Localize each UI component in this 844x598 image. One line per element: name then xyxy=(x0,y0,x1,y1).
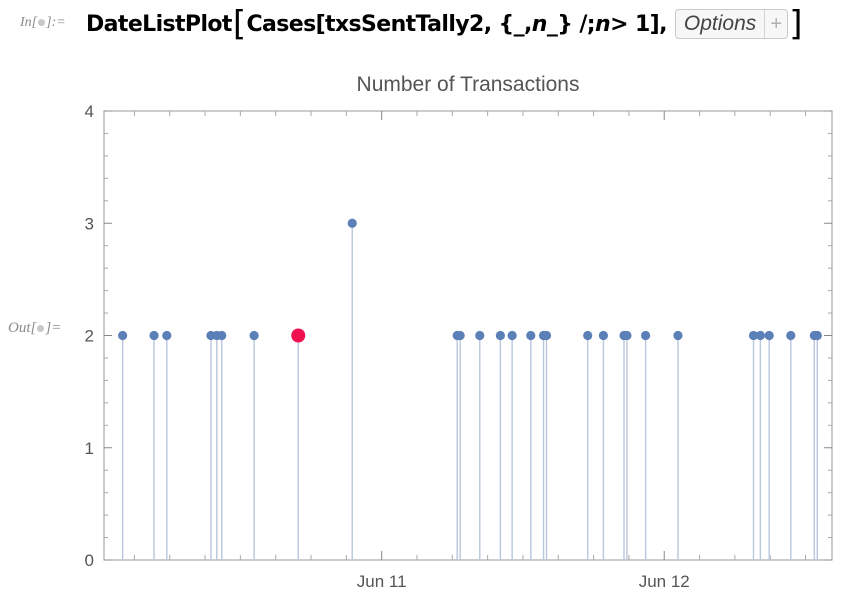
y-tick-label: 0 xyxy=(85,551,94,570)
y-tick-label: 4 xyxy=(85,102,94,121)
plus-icon[interactable]: + xyxy=(764,10,787,38)
open-bracket: [ xyxy=(232,4,246,44)
data-point xyxy=(347,218,357,228)
cell-dot-icon-out xyxy=(37,325,45,333)
output-cell-label: Out[]= xyxy=(8,320,62,336)
data-point xyxy=(786,330,796,341)
function-name: DateListPlot xyxy=(86,11,232,37)
data-point xyxy=(598,330,608,341)
y-tick-label: 3 xyxy=(85,214,94,233)
data-point xyxy=(583,330,593,341)
options-button[interactable]: Options + xyxy=(674,9,789,39)
data-point xyxy=(541,330,552,341)
data-point xyxy=(755,330,765,341)
data-point xyxy=(249,330,259,341)
x-tick-label: Jun 12 xyxy=(639,572,690,591)
expr-var-n-2: n xyxy=(595,11,611,37)
data-point xyxy=(526,330,536,341)
x-tick-label: Jun 11 xyxy=(357,572,407,591)
data-point xyxy=(149,330,159,341)
input-cell-label: In[]:= xyxy=(20,15,66,30)
data-point xyxy=(507,330,517,341)
y-tick-label: 1 xyxy=(85,439,94,458)
data-point xyxy=(622,330,632,341)
data-point xyxy=(748,330,759,341)
options-label: Options xyxy=(683,12,757,35)
data-point xyxy=(118,330,128,341)
cell-dot-icon xyxy=(38,19,46,27)
data-point xyxy=(217,330,227,341)
expr-var-n: n xyxy=(531,11,548,37)
data-point xyxy=(640,330,651,341)
data-point xyxy=(812,330,822,341)
expr-part-2: _} /; xyxy=(546,11,596,37)
data-point xyxy=(455,330,465,341)
data-point xyxy=(495,330,505,341)
y-tick-label: 2 xyxy=(85,327,94,346)
data-point xyxy=(162,330,172,341)
expr-part-1: Cases[txsSentTally2, {_, xyxy=(246,11,532,37)
expr-part-3: > 1], xyxy=(610,11,667,37)
input-expression[interactable]: DateListPlot[Cases[txsSentTally2, {_, n _… xyxy=(86,4,803,44)
data-point xyxy=(764,330,774,341)
data-point xyxy=(475,330,485,341)
chart-title: Number of Transactions xyxy=(357,73,580,96)
data-point xyxy=(673,330,683,341)
close-bracket: ] xyxy=(789,4,802,44)
data-point-highlighted xyxy=(291,328,306,343)
